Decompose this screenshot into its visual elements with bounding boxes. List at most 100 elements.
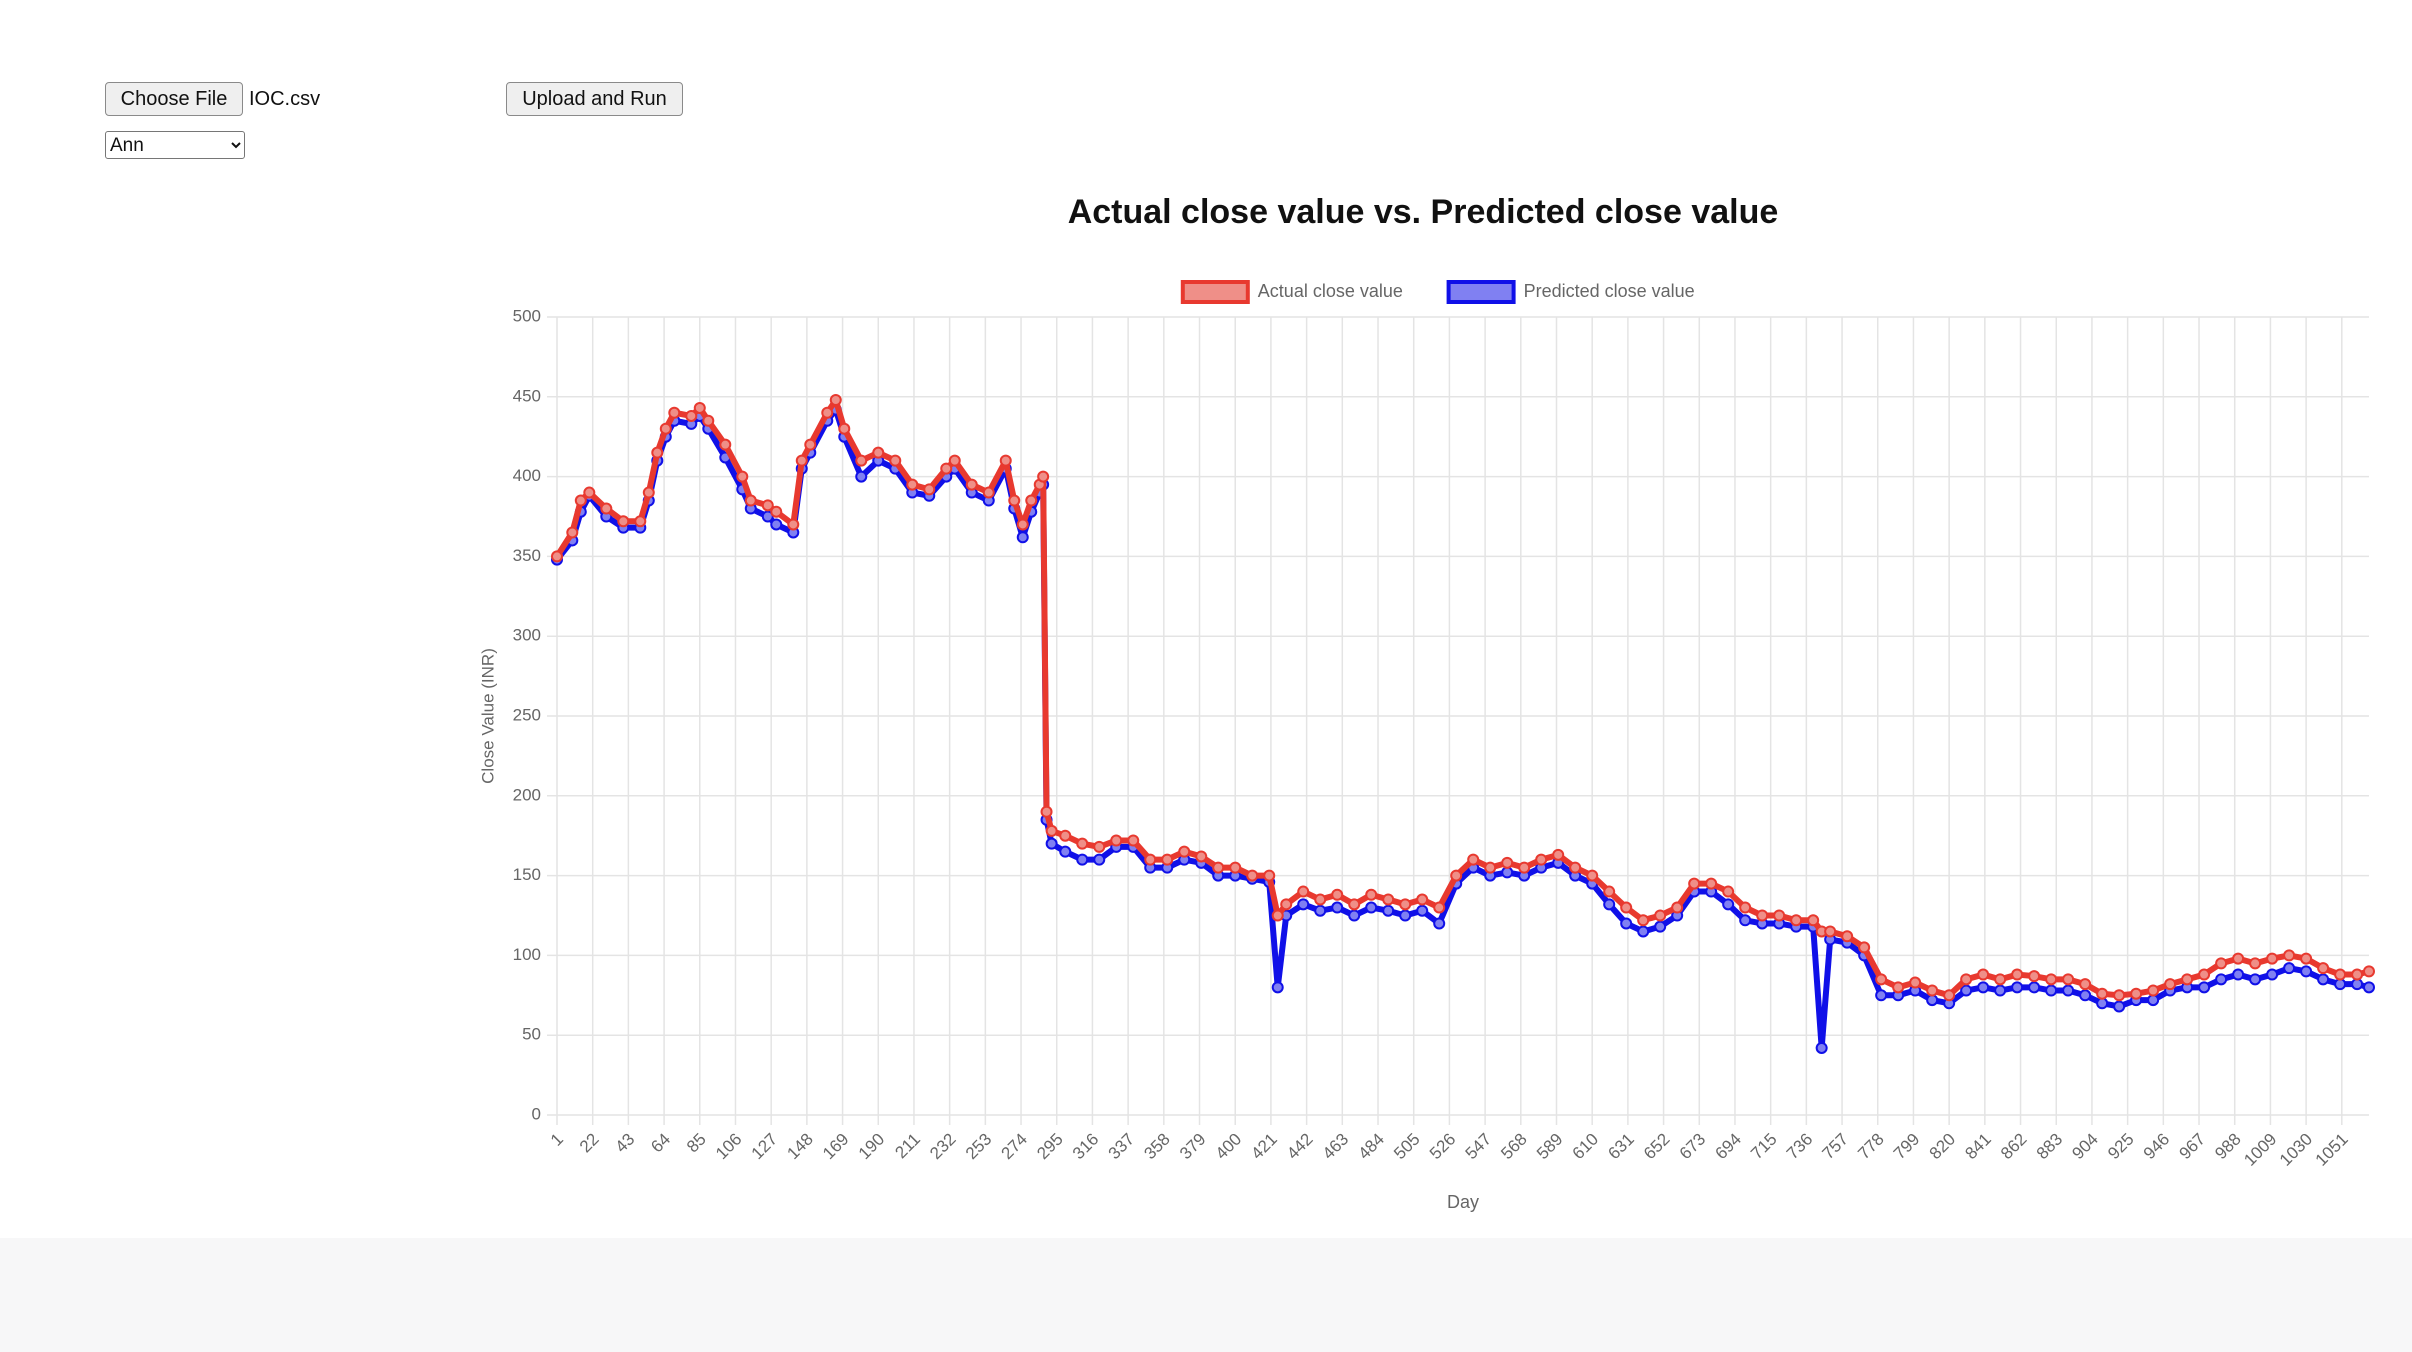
- x-tick-label: 295: [1033, 1130, 1066, 1163]
- data-point: [1841, 930, 1854, 943]
- y-tick-label: 100: [513, 945, 541, 964]
- data-point: [1263, 869, 1276, 882]
- data-point: [2363, 965, 2375, 978]
- caption-band: [0, 1238, 2412, 1352]
- data-point: [1212, 861, 1225, 874]
- data-point: [2232, 968, 2245, 981]
- x-tick-label: 841: [1961, 1130, 1994, 1163]
- y-tick-label: 0: [532, 1104, 541, 1123]
- data-point: [2062, 973, 2075, 986]
- data-point: [1348, 898, 1361, 911]
- data-point: [617, 515, 630, 528]
- x-tick-label: 253: [962, 1130, 995, 1163]
- data-point: [1739, 901, 1752, 914]
- data-point: [1365, 888, 1378, 901]
- data-point: [2164, 978, 2177, 991]
- data-point: [2351, 978, 2364, 991]
- x-tick-label: 820: [1926, 1130, 1959, 1163]
- data-point: [2147, 984, 2160, 997]
- data-point: [2283, 962, 2296, 975]
- data-point: [1246, 869, 1259, 882]
- data-point: [1178, 845, 1191, 858]
- x-tick-label: 463: [1319, 1130, 1352, 1163]
- legend: Actual close value Predicted close value: [1180, 280, 1695, 304]
- y-tick-label: 200: [513, 785, 541, 804]
- data-point: [651, 446, 664, 459]
- legend-label: Predicted close value: [1524, 281, 1695, 301]
- x-tick-label: 1051: [2312, 1130, 2352, 1170]
- legend-swatch: [1180, 280, 1250, 304]
- data-point: [2079, 978, 2092, 991]
- data-point: [1045, 824, 1058, 837]
- data-point: [1348, 909, 1361, 922]
- data-point: [2011, 968, 2024, 981]
- x-tick-label: 610: [1569, 1130, 1602, 1163]
- data-point: [906, 478, 919, 491]
- choose-file-button[interactable]: Choose File: [105, 82, 243, 116]
- data-point: [1739, 914, 1752, 927]
- x-tick-label: 862: [1997, 1130, 2030, 1163]
- data-point: [1127, 834, 1140, 847]
- data-point: [1773, 909, 1786, 922]
- data-point: [1314, 904, 1327, 917]
- x-tick-label: 190: [855, 1130, 888, 1163]
- data-point: [1008, 494, 1021, 507]
- data-point: [2181, 973, 2194, 986]
- x-tick-label: 64: [647, 1130, 674, 1157]
- data-point: [1926, 984, 1939, 997]
- data-point: [1059, 845, 1072, 858]
- data-point: [1365, 901, 1378, 914]
- data-point: [1824, 925, 1837, 938]
- data-point: [999, 454, 1012, 467]
- data-point: [2198, 968, 2211, 981]
- data-point: [1603, 898, 1616, 911]
- model-select[interactable]: Ann: [105, 131, 245, 159]
- x-tick-label: 736: [1783, 1130, 1816, 1163]
- data-point: [1688, 877, 1701, 890]
- x-tick-label: 106: [712, 1130, 745, 1163]
- x-tick-label: 442: [1283, 1130, 1316, 1163]
- data-point: [1399, 909, 1412, 922]
- data-point: [1484, 861, 1497, 874]
- data-point: [1271, 909, 1284, 922]
- x-tick-label: 43: [612, 1130, 639, 1157]
- data-point: [1875, 973, 1888, 986]
- data-point: [1620, 901, 1633, 914]
- data-point: [1586, 869, 1599, 882]
- x-tick-label: 799: [1890, 1130, 1923, 1163]
- x-tick-label: 925: [2104, 1130, 2137, 1163]
- data-point: [566, 526, 579, 539]
- data-point: [2363, 981, 2375, 994]
- x-tick-label: 400: [1212, 1130, 1245, 1163]
- series-line: [554, 396, 2370, 999]
- data-point: [2011, 981, 2024, 994]
- data-point: [2113, 989, 2126, 1002]
- data-point: [1382, 893, 1395, 906]
- data-point: [1016, 518, 1029, 531]
- data-point: [1756, 909, 1769, 922]
- data-point: [1450, 869, 1463, 882]
- data-point: [1280, 898, 1293, 911]
- data-point: [2334, 978, 2347, 991]
- data-point: [634, 515, 647, 528]
- x-tick-label: 652: [1640, 1130, 1673, 1163]
- data-point: [965, 478, 978, 491]
- data-point: [770, 505, 783, 518]
- x-tick-label: 22: [576, 1130, 603, 1157]
- data-point: [2266, 968, 2279, 981]
- data-point: [2232, 952, 2245, 965]
- y-tick-label: 250: [513, 705, 541, 724]
- x-tick-label: 505: [1390, 1130, 1423, 1163]
- x-tick-label: 232: [926, 1130, 959, 1163]
- x-tick-label: 211: [891, 1130, 924, 1163]
- data-point: [761, 499, 774, 512]
- data-point: [1059, 829, 1072, 842]
- data-point: [1875, 989, 1888, 1002]
- x-tick-label: 316: [1069, 1130, 1102, 1163]
- upload-run-button[interactable]: Upload and Run: [506, 82, 683, 116]
- data-point: [1040, 805, 1053, 818]
- data-point: [872, 446, 885, 459]
- x-tick-label: 85: [683, 1130, 710, 1157]
- data-point: [1229, 861, 1242, 874]
- data-point: [821, 406, 834, 419]
